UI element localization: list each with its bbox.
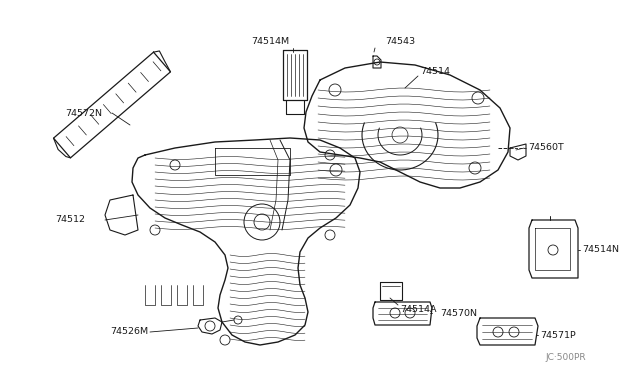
Text: 74514M: 74514M [251, 38, 289, 46]
Text: 74514: 74514 [420, 67, 450, 77]
Text: 74572N: 74572N [65, 109, 102, 118]
Text: 74526M: 74526M [110, 327, 148, 337]
Text: 74514A: 74514A [400, 305, 436, 314]
Text: JC·500PR: JC·500PR [545, 353, 586, 362]
Text: 74543: 74543 [385, 38, 415, 46]
Text: 74570N: 74570N [440, 308, 477, 317]
Text: 74560T: 74560T [528, 144, 564, 153]
Text: 74512: 74512 [55, 215, 85, 224]
Text: 74514N: 74514N [582, 246, 619, 254]
Text: 74571P: 74571P [540, 330, 576, 340]
